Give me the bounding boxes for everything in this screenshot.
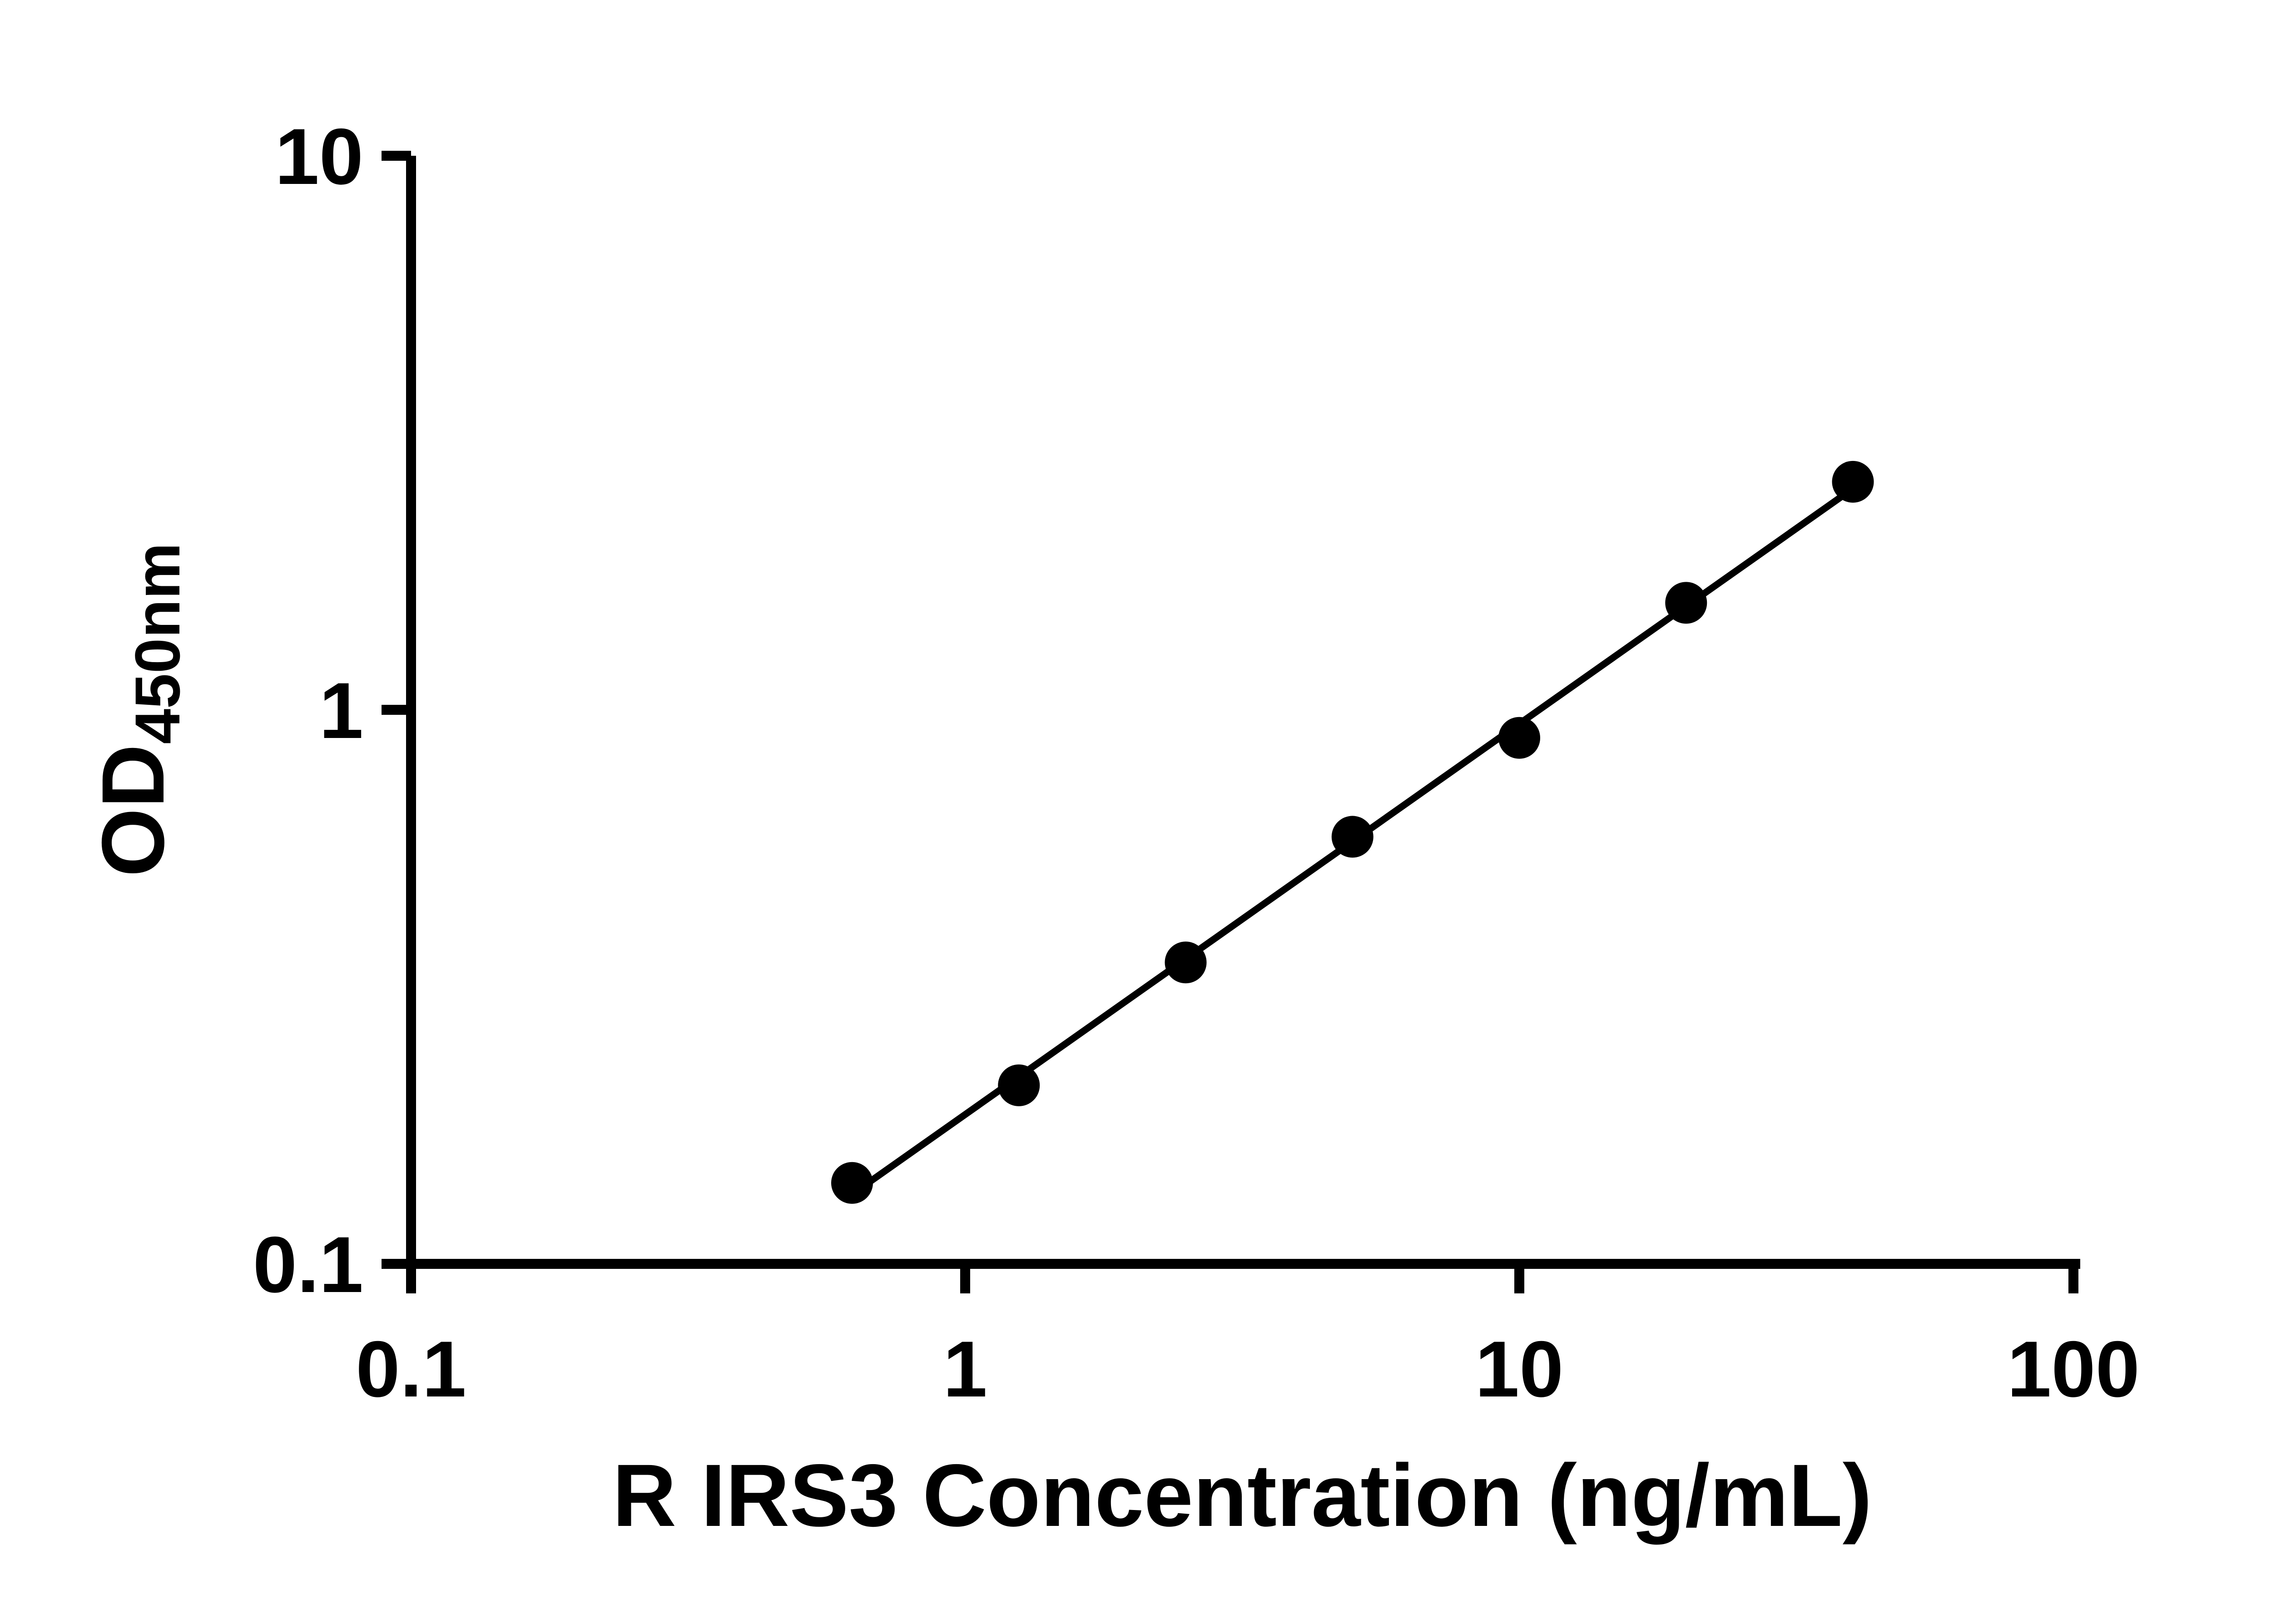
x-axis-title: R IRS3 Concentration (ng/mL) bbox=[612, 1446, 1872, 1545]
y-axis-title-subscript: 450nm bbox=[122, 543, 193, 744]
y-axis-title: OD450nm bbox=[84, 543, 193, 877]
x-tick-label: 10 bbox=[1475, 1325, 1564, 1414]
x-tick-label: 0.1 bbox=[356, 1325, 466, 1414]
data-point bbox=[998, 1064, 1040, 1106]
data-point bbox=[1665, 582, 1707, 624]
y-tick-label: 0.1 bbox=[253, 1221, 363, 1309]
y-axis-title-main: OD bbox=[84, 744, 183, 877]
data-point bbox=[1832, 460, 1874, 503]
x-tick-label: 100 bbox=[2007, 1325, 2140, 1414]
x-tick-label: 1 bbox=[943, 1325, 987, 1414]
data-point bbox=[1165, 941, 1207, 984]
data-point bbox=[1498, 717, 1540, 759]
data-point bbox=[1331, 816, 1374, 858]
y-tick-label: 1 bbox=[319, 667, 363, 755]
y-tick-label: 10 bbox=[275, 113, 363, 201]
data-point bbox=[831, 1162, 873, 1204]
